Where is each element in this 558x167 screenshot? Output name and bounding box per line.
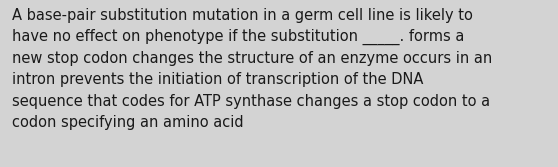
Text: A base-pair substitution mutation in a germ cell line is likely to
have no effec: A base-pair substitution mutation in a g… xyxy=(12,8,493,130)
